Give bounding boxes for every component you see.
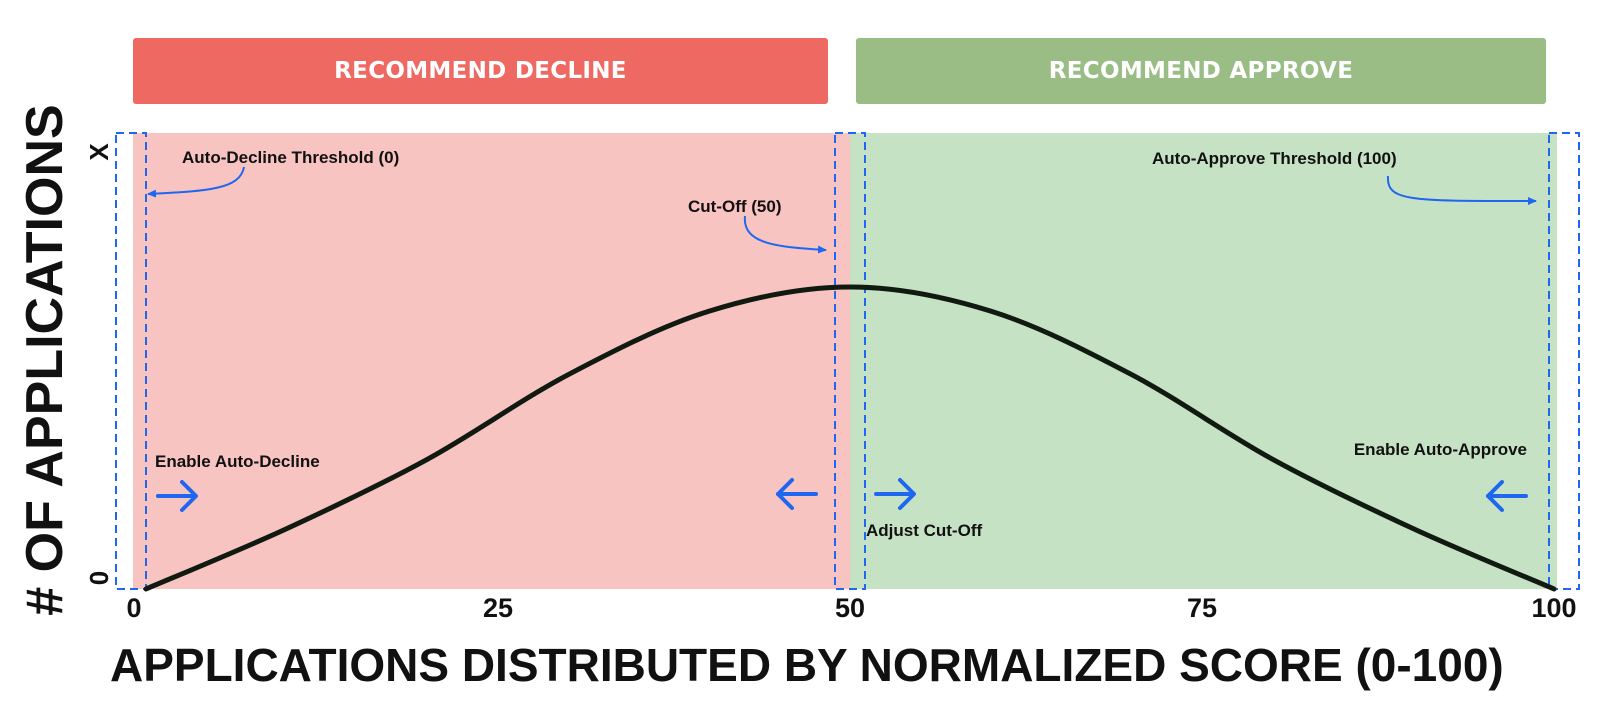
x-tick-label: 75 xyxy=(1187,593,1217,623)
cut-off-label: Cut-Off (50) xyxy=(688,197,781,216)
auto-decline-pointer-arrow xyxy=(147,166,245,198)
auto-decline-threshold-label: Auto-Decline Threshold (0) xyxy=(182,148,399,167)
x-tick-label: 0 xyxy=(126,593,141,623)
approve-region xyxy=(850,133,1557,589)
x-axis-ticks: 0 25 50 75 100 xyxy=(126,593,1576,623)
x-axis-label: APPLICATIONS DISTRIBUTED BY NORMALIZED S… xyxy=(110,639,1504,691)
enable-auto-approve-label: Enable Auto-Approve xyxy=(1354,440,1527,459)
x-tick-label: 50 xyxy=(835,593,865,623)
x-tick-label: 25 xyxy=(483,593,513,623)
auto-approve-threshold-label: Auto-Approve Threshold (100) xyxy=(1152,149,1397,168)
distribution-curve xyxy=(143,284,1557,592)
cut-off-left-arrow-icon[interactable] xyxy=(776,478,818,510)
enable-auto-decline-label: Enable Auto-Decline xyxy=(155,452,320,471)
auto-approve-threshold-marker[interactable] xyxy=(1548,132,1580,590)
decline-region xyxy=(133,133,850,589)
adjust-cut-off-label: Adjust Cut-Off xyxy=(866,521,982,540)
enable-auto-decline-arrow-icon[interactable] xyxy=(156,480,198,512)
auto-decline-threshold-marker[interactable] xyxy=(115,132,147,590)
recommend-approve-banner: RECOMMEND APPROVE xyxy=(856,38,1546,104)
cut-off-marker[interactable] xyxy=(834,132,866,590)
auto-approve-pointer-arrow xyxy=(1386,175,1537,206)
cut-off-right-arrow-icon[interactable] xyxy=(874,478,916,510)
y-axis-zero-label: 0 xyxy=(84,571,114,585)
x-tick-label: 100 xyxy=(1531,593,1576,623)
y-axis-max-label: X xyxy=(84,143,114,161)
recommend-decline-banner: RECOMMEND DECLINE xyxy=(133,38,828,104)
enable-auto-approve-arrow-icon[interactable] xyxy=(1486,480,1528,512)
cut-off-pointer-arrow xyxy=(743,215,827,254)
